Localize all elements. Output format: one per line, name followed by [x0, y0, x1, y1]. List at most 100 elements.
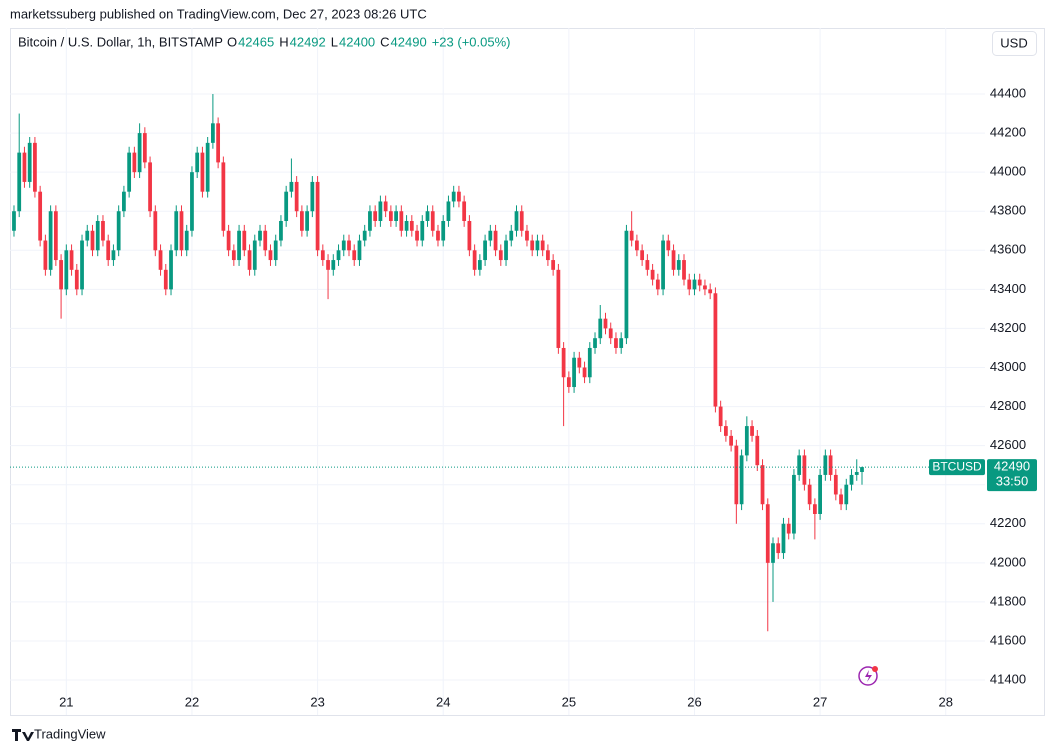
candle-body [137, 133, 142, 173]
candle-body [828, 455, 833, 475]
candle-body [739, 455, 744, 505]
candle-body [17, 152, 22, 212]
candle-body [755, 435, 760, 466]
candle-body [190, 172, 194, 231]
y-tick-label: 42000 [990, 554, 1026, 569]
candle-body [640, 250, 645, 261]
candle-body [823, 455, 828, 475]
candle-body [603, 318, 608, 329]
candle-body [263, 230, 268, 251]
candle-body [687, 279, 692, 290]
candle-body [399, 211, 404, 231]
notify-dot [872, 666, 878, 672]
x-tick-label: 27 [813, 694, 827, 709]
candle-body [53, 211, 58, 261]
candle-body [153, 211, 158, 251]
candle-body [258, 230, 262, 241]
price-tag: BTCUSD [932, 459, 982, 473]
candle-body [708, 289, 713, 294]
candle-body [614, 338, 618, 348]
ohlc-value: 42465 [238, 34, 274, 49]
candle-body [347, 240, 351, 251]
candle-body [498, 250, 503, 261]
candle-body [80, 240, 84, 290]
candle-body [310, 181, 315, 212]
y-tick-label: 42800 [990, 398, 1026, 413]
currency-label[interactable]: USD [1000, 35, 1027, 50]
candle-body [650, 269, 655, 280]
candle-body [807, 484, 812, 505]
y-tick-label: 43600 [990, 242, 1026, 257]
candle-body [268, 250, 273, 261]
candle-body [48, 211, 53, 270]
candle-body [425, 211, 430, 221]
candle-body [582, 367, 587, 378]
candle-body [247, 250, 252, 270]
candle-body [608, 328, 613, 339]
candle-body [357, 240, 362, 261]
candle-body [462, 201, 467, 221]
footer-brand: TradingView [34, 726, 106, 741]
x-tick-label: 25 [562, 694, 576, 709]
published-note: marketssuberg published on TradingView.c… [10, 6, 427, 21]
candle-body [415, 230, 419, 241]
candle-body [839, 494, 843, 505]
candle-body [551, 260, 556, 270]
candle-body [697, 279, 702, 286]
ohlc-letter: L [331, 34, 338, 49]
candle-body [436, 230, 440, 241]
candle-body [116, 211, 121, 251]
candle-body [844, 484, 849, 505]
candle-body [33, 142, 37, 192]
countdown: 33:50 [996, 474, 1029, 489]
x-tick-label: 23 [310, 694, 324, 709]
candle-body [598, 318, 603, 339]
candle-body [833, 474, 838, 495]
candle-body [676, 260, 681, 270]
ohlc-letter: O [227, 34, 237, 49]
y-tick-label: 44200 [990, 125, 1026, 140]
candle-body [483, 240, 487, 261]
candle-body [577, 357, 582, 368]
candle-body [525, 230, 529, 241]
candle-body [294, 181, 299, 212]
ohlc-legend: O 42465 H 42492 L 42400 C 42490 +23 (+0.05%) [227, 34, 511, 49]
flash-bolt [865, 670, 872, 682]
candle-body [724, 426, 728, 436]
candle-body [703, 285, 707, 290]
candle-body [629, 230, 634, 241]
candle-body [860, 467, 864, 473]
candle-body [765, 504, 770, 563]
candle-body [645, 260, 650, 270]
currency-button[interactable] [992, 31, 1037, 56]
candle-body [362, 230, 367, 241]
candle-body [409, 220, 414, 231]
candle-body [101, 220, 105, 241]
candle-body [200, 152, 205, 192]
candle-body [216, 123, 221, 163]
price-tag-box [929, 459, 985, 476]
candle-body [388, 211, 393, 221]
y-tick-label: 42200 [990, 515, 1026, 530]
candle-body [163, 269, 168, 290]
candle-body [111, 250, 116, 261]
candle-body [315, 181, 320, 251]
candle-body [587, 347, 592, 378]
candle-body [226, 230, 231, 251]
candle-body [43, 240, 48, 270]
y-tick-label: 41600 [990, 632, 1026, 647]
candle-body [179, 211, 184, 251]
candle-body [85, 230, 90, 241]
candle-body [331, 260, 336, 270]
candle-body [430, 211, 435, 231]
candle-body [148, 162, 152, 212]
candle-body [90, 230, 95, 251]
flash-icon[interactable] [858, 666, 878, 686]
candle-body [394, 211, 398, 221]
candle-body [169, 250, 173, 290]
candle-body [95, 220, 100, 251]
candle-body [326, 260, 330, 270]
candle-body [556, 269, 561, 348]
y-tick-label: 41400 [990, 671, 1026, 686]
last-price-box [987, 459, 1037, 492]
